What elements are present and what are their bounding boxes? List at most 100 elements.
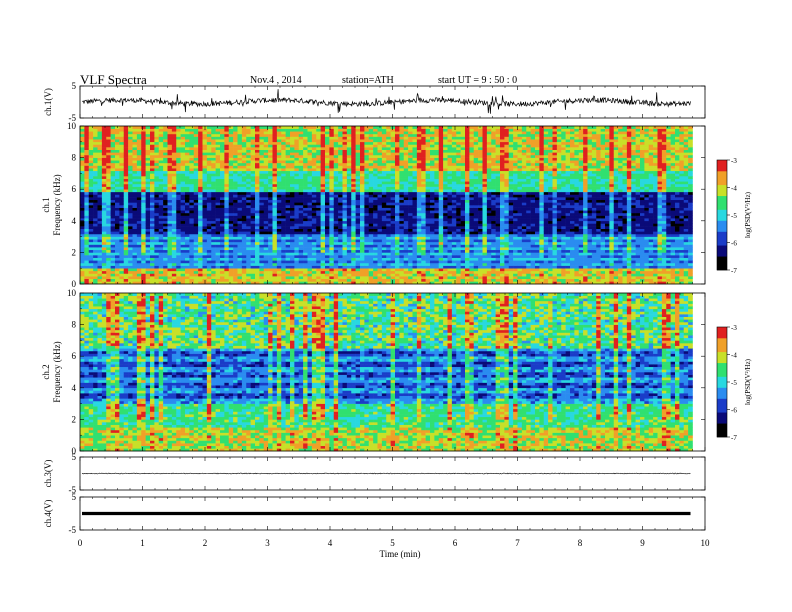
spectrogram-cell [355,186,361,190]
spectrogram-cell [399,191,405,195]
spectrogram-cell [80,162,85,166]
spectrogram-cell [88,205,94,208]
spectrogram-cell [154,126,160,129]
spectrogram-cell [263,170,269,174]
spectrogram-cell [141,210,146,214]
spectrogram-cell [386,276,391,280]
spectrogram-cell [158,168,164,172]
spectrogram-cell [189,128,195,132]
spectrogram-cell [268,157,273,161]
spectrogram-cell [228,257,234,261]
spectrogram-cell [373,139,378,143]
spectrogram-cell [141,126,146,129]
spectrogram-cell [303,183,308,187]
spectrogram-cell [268,194,273,198]
spectrogram-cell [145,249,151,253]
spectrogram-cell [408,191,413,195]
spectrogram-cell [416,215,422,219]
spectrogram-cell [416,139,422,143]
spectrogram-cell [408,233,413,237]
spectrogram-cell [215,205,221,208]
spectrogram-cell [215,168,221,172]
spectrogram-cell [237,207,243,211]
spectrogram-cell [399,176,405,179]
spectrogram-cell [390,239,396,243]
spectrogram-cell [377,168,383,172]
spectrogram-cell [237,231,243,235]
spectrogram-cell [386,207,391,211]
spectrogram-cell [430,136,435,140]
spectrogram-cell [128,226,133,229]
spectrogram-cell [360,186,365,190]
spectrogram-cell [154,207,160,211]
spectrogram-cell [115,278,120,282]
spectrogram-cell [263,252,269,256]
spectrogram-cell [360,233,365,237]
spectrogram-cell [386,154,391,158]
spectrogram-cell [224,197,230,201]
spectrogram-cell [123,178,129,182]
spectrogram-cell [193,131,199,135]
spectrogram-cell [110,136,116,140]
spectrogram-cell [311,186,317,190]
spectrogram-cell [255,252,260,256]
spectrogram-cell [158,202,164,206]
spectrogram-cell [185,278,190,282]
spectrogram-cell [180,257,186,261]
spectrogram-cell [338,178,343,182]
spectrogram-cell [303,236,308,240]
spectrogram-cell [342,281,348,285]
spectrogram-cell [246,144,251,148]
spectrogram-cell [360,212,365,216]
spectrogram-cell [228,249,234,253]
spectrogram-cell [202,226,208,229]
spectrogram-cell [325,210,330,214]
spectrogram-cell [185,186,190,190]
spectrogram-cell [355,215,361,219]
spectrogram-cell [346,168,352,172]
spectrogram-cell [171,178,177,182]
spectrogram-cell [215,141,221,145]
spectrogram-cell [421,202,426,206]
spectrogram-cell [180,147,186,150]
spectrogram-cell [158,199,164,203]
spectrogram-cell [285,226,291,229]
spectrogram-cell [390,212,396,216]
spectrogram-cell [311,278,317,282]
spectrogram-cell [202,147,208,150]
spectrogram-cell [206,236,212,240]
spectrogram-cell [215,136,221,140]
spectrogram-cell [176,278,181,282]
spectrogram-cell [150,268,155,272]
spectrogram-cell [430,202,435,206]
spectrogram-cell [228,207,234,211]
spectrogram-cell [237,131,243,135]
spectrogram-cell [316,154,321,158]
spectrogram-cell [325,247,330,251]
spectrogram-cell [80,139,85,143]
spectrogram-cell [403,128,409,132]
spectrogram-cell [250,241,256,245]
spectrogram-cell [202,131,208,135]
spectrogram-cell [351,247,356,251]
spectrogram-cell [110,144,116,148]
spectrogram-cell [150,255,155,258]
spectrogram-cell [202,207,208,211]
spectrogram-cell [403,260,409,264]
spectrogram-cell [303,165,308,169]
spectrogram-cell [136,239,142,243]
spectrogram-cell [202,133,208,137]
spectrogram-cell [355,218,361,222]
spectrogram-cell [320,252,326,256]
spectrogram-cell [325,189,330,193]
spectrogram-cell [224,265,230,269]
spectrogram-cell [386,136,391,140]
spectrogram-cell [215,162,221,166]
spectrogram-cell [342,223,348,227]
spectrogram-cell [342,228,348,232]
spectrogram-cell [386,178,391,182]
spectrogram-cell [421,205,426,208]
spectrogram-cell [250,236,256,240]
spectrogram-cell [390,136,396,140]
spectrogram-cell [268,178,273,182]
